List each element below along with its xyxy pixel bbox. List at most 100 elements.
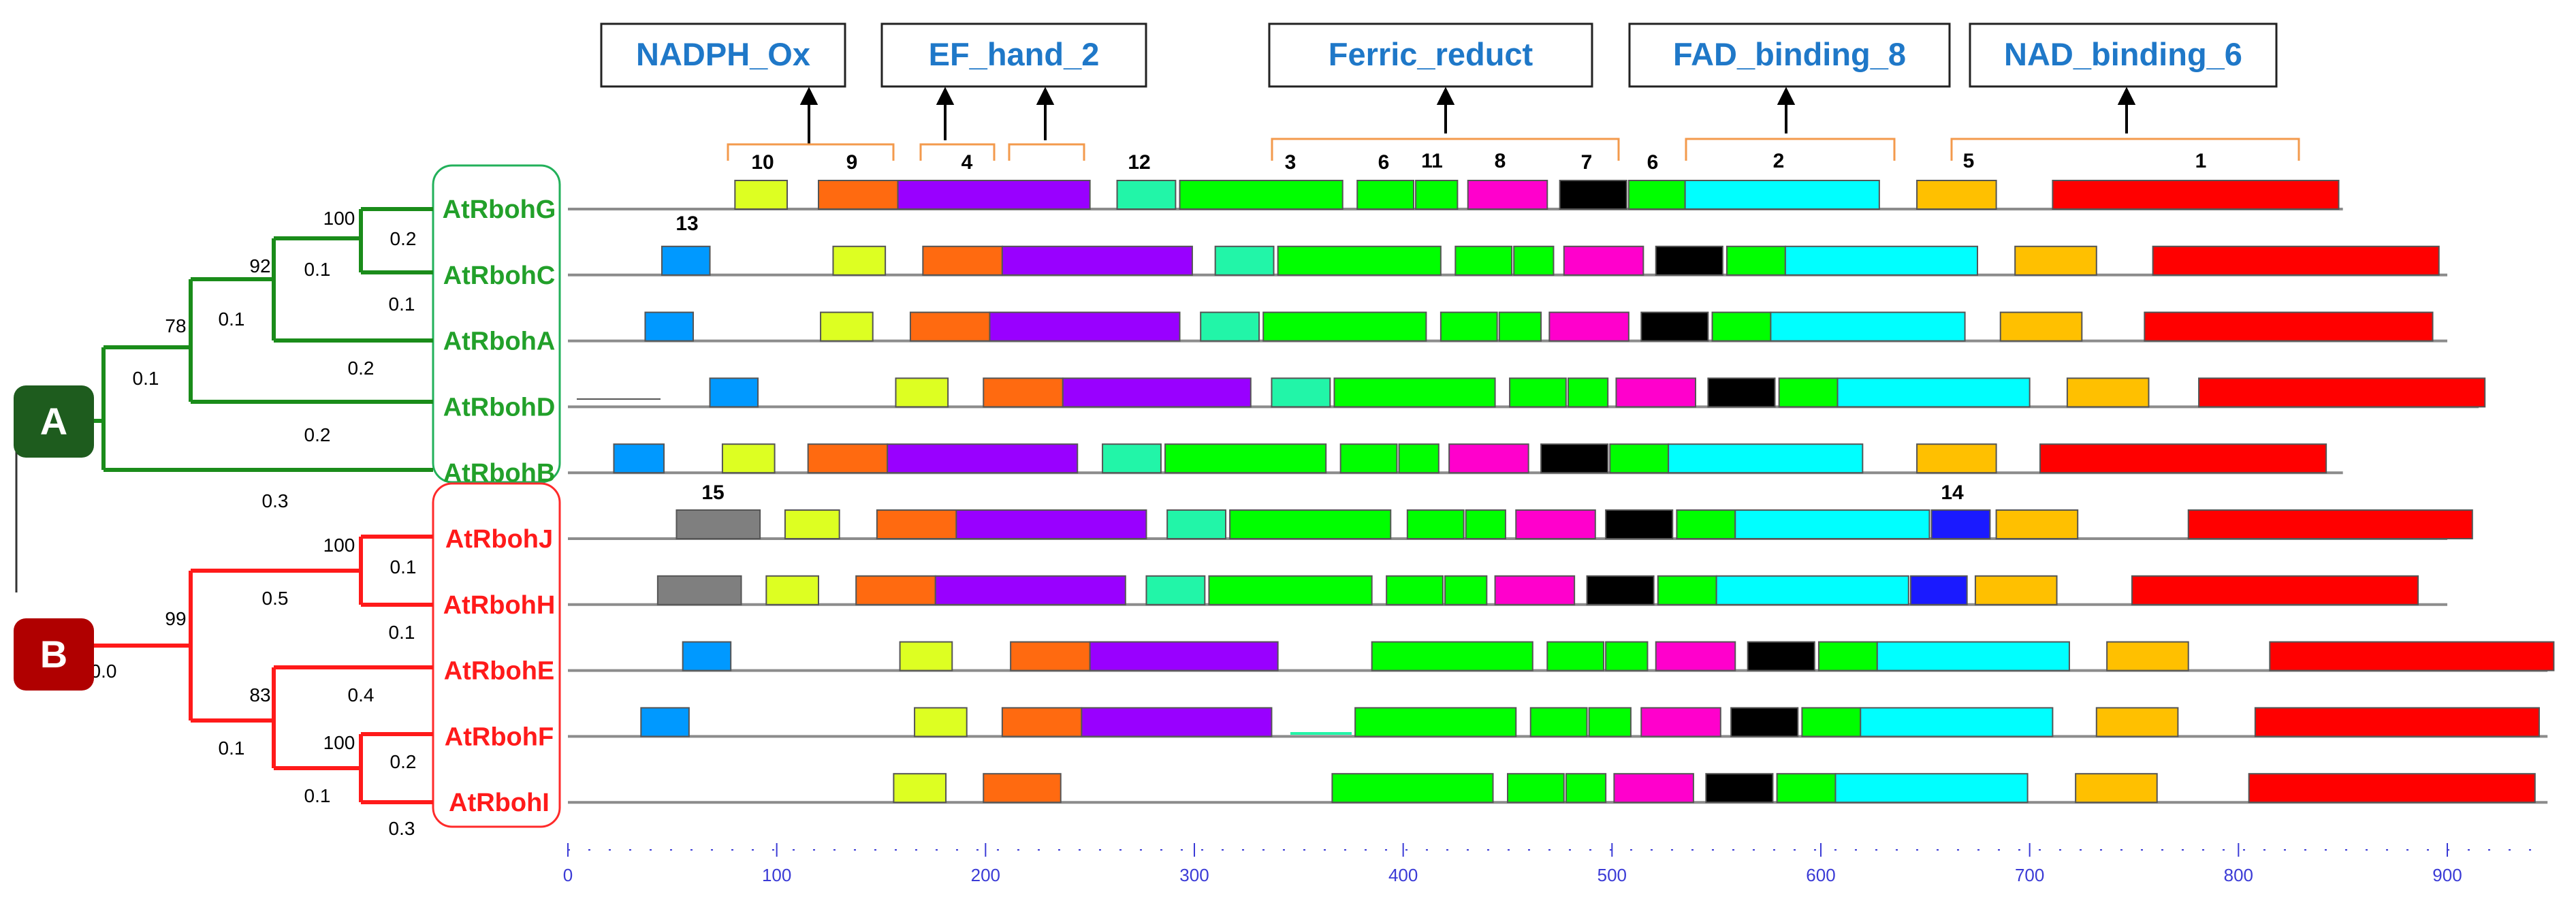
motif-7-box	[1655, 245, 1723, 276]
motif-4-box	[934, 575, 1126, 605]
motif-10-box	[734, 180, 789, 210]
motif-label: 8	[1495, 150, 1506, 172]
gene-label-atrbohb: AtRbohB	[443, 459, 556, 488]
motif-6-box	[1454, 245, 1513, 276]
gene-label-atrbohh: AtRbohH	[443, 591, 556, 620]
motif-label: 12	[1128, 151, 1150, 174]
protein-track-atrbohd	[568, 377, 2486, 409]
motif-4-box	[955, 509, 1147, 539]
motif-label: 11	[1421, 150, 1443, 172]
branch-length: 0.1	[304, 259, 331, 280]
motif-11-box	[1444, 575, 1488, 605]
branch-length: 0.3	[262, 490, 289, 511]
motif-11-box	[1415, 180, 1459, 210]
motif-14-box	[1930, 509, 1991, 539]
gene-label-atrbohe: AtRbohE	[444, 657, 555, 686]
motif-1-box	[2152, 245, 2440, 276]
motif-8-box	[1515, 509, 1596, 539]
domain-box-fad-binding-8	[1628, 22, 1951, 88]
motif-12-box	[1214, 245, 1275, 276]
motif-10-box	[899, 641, 953, 671]
protein-track-atrbohc	[568, 245, 2447, 276]
motif-4-box	[1081, 707, 1273, 738]
clade-a-label-box	[432, 164, 561, 484]
motif-4-box	[1062, 377, 1252, 408]
motif-3-box	[1277, 245, 1442, 276]
motif-label: 9	[846, 151, 858, 174]
domain-label-ef-hand-2: EF_hand_2	[929, 36, 1100, 72]
motif-1-box	[2187, 509, 2473, 539]
protein-track-atrbohe	[568, 641, 2555, 672]
motif-5-box	[1999, 311, 2083, 342]
branch-length: 0.5	[262, 588, 289, 609]
motif-8-box	[1467, 180, 1548, 210]
motif-5-box	[2106, 641, 2189, 671]
motif-2-box	[1876, 641, 2070, 671]
motif-2-box	[1668, 443, 1864, 474]
motif-7-box	[1747, 641, 1815, 671]
motif-11-box	[1513, 245, 1555, 276]
motif-13-box	[640, 707, 690, 738]
branch-length: 0.1	[390, 556, 417, 577]
motif-7-box	[1640, 311, 1709, 342]
motif-13-box	[661, 245, 711, 276]
motif-5-box	[2014, 245, 2097, 276]
clade-b-badge: B	[14, 618, 94, 691]
motif-3-box	[1164, 443, 1327, 474]
branch-length: 0.1	[219, 738, 245, 759]
domain-label-nad-binding-6: NAD_binding_6	[2004, 36, 2242, 72]
motif-10-box	[784, 509, 840, 539]
motif-label: 3	[1285, 151, 1297, 174]
motif-3-box	[1262, 311, 1427, 342]
clade-a-badge: A	[14, 385, 94, 458]
motif-5-box	[2075, 773, 2158, 804]
motif-2-box	[1784, 245, 1979, 276]
motif-3-box	[1333, 377, 1496, 408]
protein-track-atrbohb	[568, 443, 2343, 475]
motif-9-box	[1010, 641, 1091, 671]
motif-15-box	[656, 575, 742, 605]
motif-label-14: 14	[1941, 481, 1964, 504]
gene-label-atrboha: AtRbohA	[443, 328, 556, 356]
branch-length: 0.3	[389, 818, 415, 839]
motif-label-13: 13	[675, 212, 698, 235]
protein-track-atrbohg	[568, 180, 2343, 210]
branch-length: 0.2	[348, 358, 375, 379]
protein-track-atrbohi	[568, 773, 2548, 804]
motif-4-box	[1001, 245, 1193, 276]
motif-2-box	[1860, 707, 2054, 738]
clade-b-label-box	[432, 482, 561, 828]
motif-5-box	[1916, 180, 1997, 210]
motif-8-box	[1640, 707, 1721, 738]
motif-8-box	[1563, 245, 1644, 276]
motif-9-box	[1001, 707, 1083, 738]
motif-6-box	[1778, 377, 1839, 408]
motif-6-box	[1356, 180, 1414, 210]
motif-10-box	[914, 707, 968, 738]
motif-6-box	[1657, 575, 1717, 605]
motif-10-box	[820, 311, 874, 342]
bootstrap-value: 100	[323, 732, 355, 753]
motif-1-box	[2269, 641, 2555, 671]
motif-6-box	[1339, 443, 1398, 474]
motif-5-box	[1995, 509, 2079, 539]
gene-label-atrbohc: AtRbohC	[443, 262, 556, 290]
motif-label: 2	[1773, 150, 1785, 172]
motif-6-box	[1711, 311, 1772, 342]
motif-12-box	[1102, 443, 1162, 474]
motif-8-box	[1448, 443, 1529, 474]
tree-numbers: 100 92 78 100 99 83 100 0.2 0.1 0.1 0.1 …	[91, 208, 417, 839]
motif-12-box	[1166, 509, 1226, 539]
gene-label-atrbohg: AtRbohG	[443, 195, 556, 224]
motif-10-box	[832, 245, 887, 276]
motif-6-box	[1726, 245, 1786, 276]
protein-tracks	[568, 180, 2555, 804]
motif-9-box	[855, 575, 936, 605]
branch-length: 0.2	[390, 228, 417, 249]
branch-length: 0.1	[219, 308, 245, 330]
motif-7-box	[1540, 443, 1609, 474]
axis-tick-label: 700	[2015, 865, 2044, 885]
gene-label-atrbohi: AtRbohI	[449, 789, 550, 817]
motif-11-box	[1605, 641, 1649, 671]
motif-1-box	[2248, 773, 2536, 804]
